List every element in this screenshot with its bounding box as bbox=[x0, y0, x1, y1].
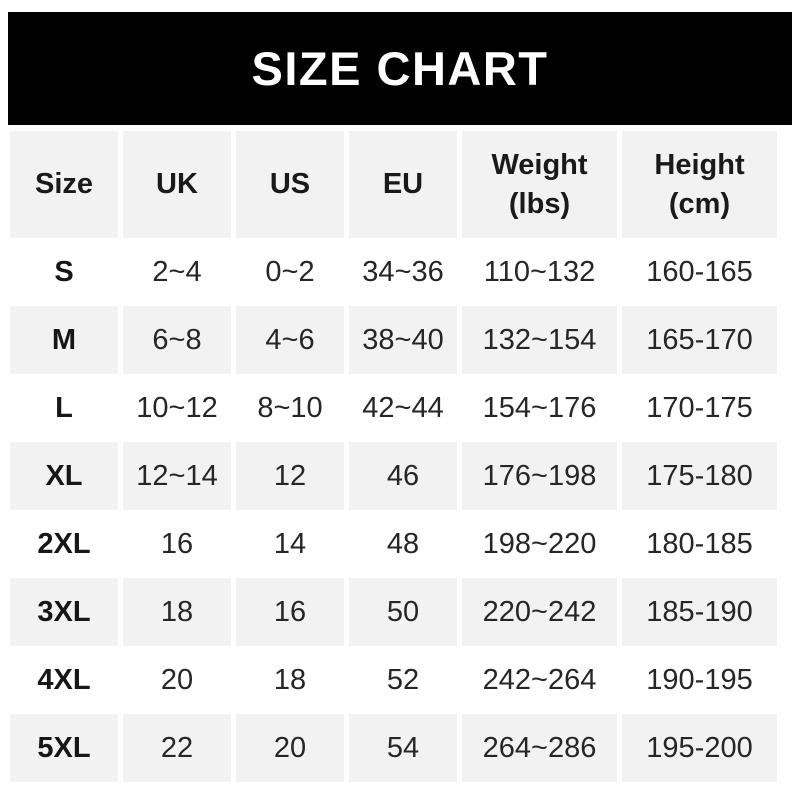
column-label-unit: (lbs) bbox=[508, 187, 571, 220]
cell-us: 0~2 bbox=[236, 238, 344, 306]
cell-weight: 132~154 bbox=[462, 306, 617, 374]
cell-uk: 12~14 bbox=[123, 442, 231, 510]
cell-height: 195-200 bbox=[622, 714, 777, 782]
cell-height: 190-195 bbox=[622, 646, 777, 714]
cell-us: 8~10 bbox=[236, 374, 344, 442]
cell-size: S bbox=[10, 238, 118, 306]
table-row: 2XL 16 14 48 198~220 180-185 bbox=[10, 510, 777, 578]
column-label: Weight bbox=[491, 149, 588, 182]
cell-eu: 42~44 bbox=[349, 374, 457, 442]
table-row: 3XL 18 16 50 220~242 185-190 bbox=[10, 578, 777, 646]
cell-uk: 2~4 bbox=[123, 238, 231, 306]
cell-uk: 6~8 bbox=[123, 306, 231, 374]
cell-weight: 198~220 bbox=[462, 510, 617, 578]
cell-us: 14 bbox=[236, 510, 344, 578]
cell-size: XL bbox=[10, 442, 118, 510]
cell-eu: 50 bbox=[349, 578, 457, 646]
size-table: Size UK US EU Weight (lbs) Height (cm) bbox=[5, 131, 782, 782]
column-header-height: Height (cm) bbox=[622, 131, 777, 238]
column-header-uk: UK bbox=[123, 131, 231, 238]
cell-us: 4~6 bbox=[236, 306, 344, 374]
column-label: US bbox=[269, 168, 311, 201]
banner: SIZE CHART bbox=[8, 12, 792, 125]
cell-eu: 38~40 bbox=[349, 306, 457, 374]
cell-eu: 52 bbox=[349, 646, 457, 714]
column-label: Height bbox=[654, 149, 745, 182]
column-header-eu: EU bbox=[349, 131, 457, 238]
column-label: UK bbox=[156, 168, 198, 201]
cell-weight: 154~176 bbox=[462, 374, 617, 442]
cell-uk: 18 bbox=[123, 578, 231, 646]
cell-uk: 10~12 bbox=[123, 374, 231, 442]
column-header-us: US bbox=[236, 131, 344, 238]
page-title: SIZE CHART bbox=[251, 42, 549, 95]
table-row: L 10~12 8~10 42~44 154~176 170-175 bbox=[10, 374, 777, 442]
cell-size: M bbox=[10, 306, 118, 374]
cell-height: 165-170 bbox=[622, 306, 777, 374]
cell-us: 16 bbox=[236, 578, 344, 646]
cell-us: 20 bbox=[236, 714, 344, 782]
table-row: 5XL 22 20 54 264~286 195-200 bbox=[10, 714, 777, 782]
column-label: EU bbox=[382, 168, 424, 201]
cell-eu: 34~36 bbox=[349, 238, 457, 306]
cell-height: 175-180 bbox=[622, 442, 777, 510]
cell-size: L bbox=[10, 374, 118, 442]
column-label: Size bbox=[34, 168, 94, 201]
cell-size: 5XL bbox=[10, 714, 118, 782]
column-header-weight: Weight (lbs) bbox=[462, 131, 617, 238]
table-row: S 2~4 0~2 34~36 110~132 160-165 bbox=[10, 238, 777, 306]
cell-height: 160-165 bbox=[622, 238, 777, 306]
cell-eu: 46 bbox=[349, 442, 457, 510]
table-row: 4XL 20 18 52 242~264 190-195 bbox=[10, 646, 777, 714]
cell-size: 4XL bbox=[10, 646, 118, 714]
cell-uk: 22 bbox=[123, 714, 231, 782]
cell-weight: 242~264 bbox=[462, 646, 617, 714]
column-label-unit: (cm) bbox=[668, 187, 731, 220]
cell-weight: 176~198 bbox=[462, 442, 617, 510]
cell-height: 185-190 bbox=[622, 578, 777, 646]
header-row: Size UK US EU Weight (lbs) Height (cm) bbox=[10, 131, 777, 238]
cell-weight: 110~132 bbox=[462, 238, 617, 306]
cell-us: 18 bbox=[236, 646, 344, 714]
column-header-size: Size bbox=[10, 131, 118, 238]
cell-uk: 16 bbox=[123, 510, 231, 578]
cell-height: 180-185 bbox=[622, 510, 777, 578]
table-row: M 6~8 4~6 38~40 132~154 165-170 bbox=[10, 306, 777, 374]
table-row: XL 12~14 12 46 176~198 175-180 bbox=[10, 442, 777, 510]
cell-size: 2XL bbox=[10, 510, 118, 578]
cell-height: 170-175 bbox=[622, 374, 777, 442]
cell-size: 3XL bbox=[10, 578, 118, 646]
cell-uk: 20 bbox=[123, 646, 231, 714]
cell-us: 12 bbox=[236, 442, 344, 510]
cell-eu: 48 bbox=[349, 510, 457, 578]
cell-weight: 220~242 bbox=[462, 578, 617, 646]
cell-weight: 264~286 bbox=[462, 714, 617, 782]
cell-eu: 54 bbox=[349, 714, 457, 782]
